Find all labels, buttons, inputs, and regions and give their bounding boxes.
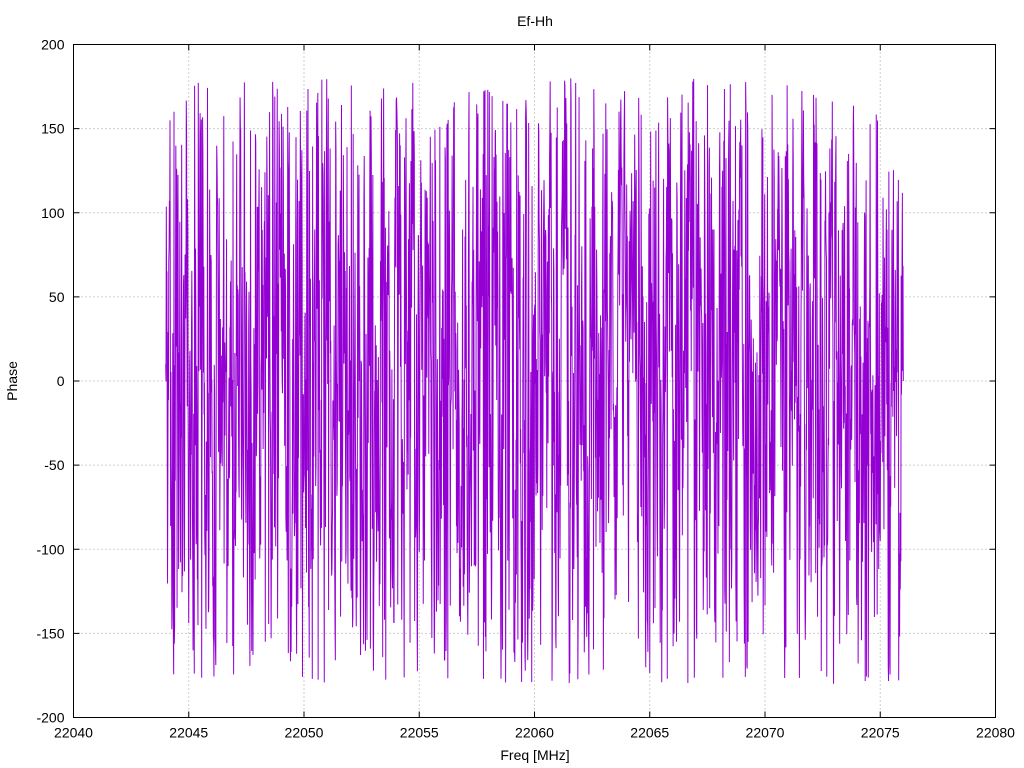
x-tick-label: 22055 <box>400 725 439 741</box>
x-tick-label: 22045 <box>169 725 208 741</box>
y-tick-label: -50 <box>44 457 64 473</box>
x-tick-label: 22060 <box>515 725 554 741</box>
y-tick-label: -150 <box>36 625 64 641</box>
x-tick-label: 22070 <box>746 725 785 741</box>
x-tick-label: 22075 <box>861 725 900 741</box>
x-tick-label: 22080 <box>976 725 1015 741</box>
y-tick-label: 150 <box>41 121 65 137</box>
x-tick-label: 22040 <box>54 725 93 741</box>
plot-frame <box>73 44 996 718</box>
y-tick-label: 200 <box>41 37 65 53</box>
trace-layer <box>165 78 904 684</box>
x-tick-label: 22065 <box>630 725 669 741</box>
y-tick-label: 50 <box>49 289 65 305</box>
x-axis-label: Freq [MHz] <box>500 747 569 763</box>
y-tick-label: 0 <box>57 373 65 389</box>
y-tick-label: -100 <box>36 541 64 557</box>
y-axis-label: Phase <box>4 361 20 401</box>
axes-layer: 22040 22045 22050 22055 22060 22065 22070 22075… <box>36 37 1015 741</box>
y-tick-label: -200 <box>36 710 64 726</box>
phase-series-line <box>165 78 904 684</box>
x-tick-label: 22050 <box>285 725 324 741</box>
chart-title: Ef-Hh <box>517 13 553 29</box>
y-tick-label: 100 <box>41 205 65 221</box>
